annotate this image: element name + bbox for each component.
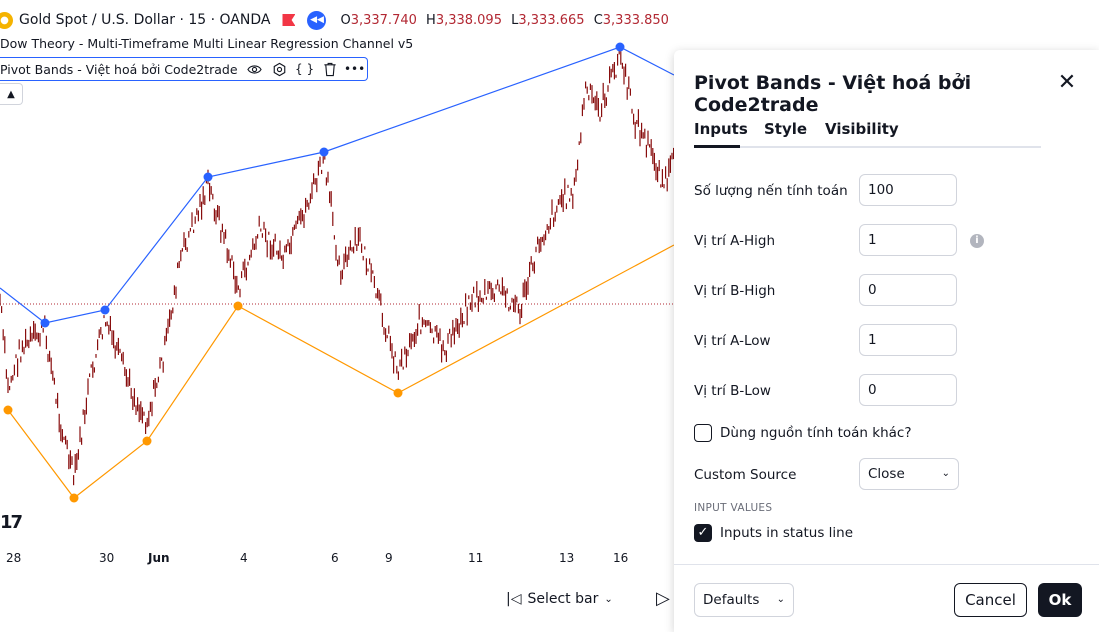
replay-icon[interactable]: ◀◀ xyxy=(307,10,327,30)
dialog-title: Pivot Bands - Việt hoá bởi Code2trade xyxy=(694,72,972,116)
gold-coin-icon: ● xyxy=(0,11,13,29)
tab-style[interactable]: Style xyxy=(764,120,808,138)
trash-icon[interactable] xyxy=(322,61,338,77)
status-line-label[interactable]: Inputs in status line xyxy=(720,525,854,541)
xaxis-label: 6 xyxy=(331,551,339,565)
xaxis-label: 30 xyxy=(99,551,115,565)
chevron-down-icon: ⌄ xyxy=(941,468,950,479)
xaxis-label: 11 xyxy=(468,551,484,565)
tab-inputs[interactable]: Inputs xyxy=(694,120,748,138)
field-label-b-low: Vị trí B-Low xyxy=(694,383,771,399)
info-icon[interactable]: i xyxy=(970,234,984,248)
input-values-section-header: INPUT VALUES xyxy=(694,502,773,514)
lower-pivot-points xyxy=(3,301,403,503)
xaxis-label: 4 xyxy=(240,551,248,565)
xaxis-label: Jun xyxy=(148,551,170,565)
field-label-a-low: Vị trí A-Low xyxy=(694,333,771,349)
xaxis-label: 28 xyxy=(6,551,22,565)
custom-source-select[interactable]: Close ⌄ xyxy=(859,458,959,490)
indicator-legend-dow-theory[interactable]: Dow Theory - Multi-Timeframe Multi Linea… xyxy=(0,36,414,51)
ohlc-values: O3,337.740 H3,338.095 L3,333.665 C3,333.… xyxy=(340,12,669,28)
indicator-settings-dialog: Pivot Bands - Việt hoá bởi Code2trade ✕ … xyxy=(674,50,1099,632)
field-label-b-high: Vị trí B-High xyxy=(694,283,776,299)
select-bar-button[interactable]: |◁ Select bar ⌄ xyxy=(506,588,613,610)
candlestick-series xyxy=(0,49,675,486)
defaults-dropdown[interactable]: Defaults ⌄ xyxy=(694,583,794,617)
source-code-icon[interactable]: { } xyxy=(295,62,315,76)
xaxis-label: 13 xyxy=(559,551,575,565)
eye-icon[interactable] xyxy=(247,61,263,77)
ok-button[interactable]: Ok xyxy=(1038,583,1082,617)
chevron-down-icon: ⌄ xyxy=(604,593,613,605)
select-bar-icon: |◁ xyxy=(506,591,522,607)
footer-divider xyxy=(674,564,1099,565)
settings-gear-icon[interactable] xyxy=(272,61,288,77)
a-high-input[interactable]: 1 xyxy=(859,224,957,256)
tab-visibility[interactable]: Visibility xyxy=(825,120,899,138)
play-icon[interactable]: ▷ xyxy=(656,588,670,609)
lower-pivot-band xyxy=(7,244,675,499)
indicator-legend-pivot-bands[interactable]: Pivot Bands - Việt hoá bởi Code2trade { … xyxy=(0,57,368,81)
custom-source-value: Close xyxy=(868,466,905,482)
more-icon[interactable]: ••• xyxy=(343,62,366,76)
symbol-title[interactable]: Gold Spot / U.S. Dollar · 15 · OANDA xyxy=(19,12,271,28)
xaxis-label: 16 xyxy=(613,551,629,565)
flag-icon[interactable] xyxy=(282,14,296,26)
alt-source-checkbox[interactable] xyxy=(694,424,712,442)
active-tab-indicator xyxy=(694,145,740,148)
cancel-button[interactable]: Cancel xyxy=(954,583,1027,617)
select-bar-label: Select bar xyxy=(527,591,599,607)
collapse-legend-chevron-up-icon[interactable]: ▲ xyxy=(0,83,23,105)
a-low-input[interactable]: 1 xyxy=(859,324,957,356)
candle-count-input[interactable]: 100 xyxy=(859,174,957,206)
xaxis-label: 9 xyxy=(385,551,393,565)
upper-pivot-band xyxy=(0,46,675,324)
indicator-name[interactable]: Pivot Bands - Việt hoá bởi Code2trade xyxy=(0,61,238,77)
alt-source-label[interactable]: Dùng nguồn tính toán khác? xyxy=(720,425,912,441)
field-label-a-high: Vị trí A-High xyxy=(694,233,775,249)
close-icon[interactable]: ✕ xyxy=(1057,70,1077,95)
field-label-candle-count: Số lượng nến tính toán xyxy=(694,183,848,199)
custom-source-label: Custom Source xyxy=(694,467,797,483)
status-line-checkbox[interactable]: ✓ xyxy=(694,524,712,542)
b-high-input[interactable]: 0 xyxy=(859,274,957,306)
symbol-legend[interactable]: ● Gold Spot / U.S. Dollar · 15 · OANDA ◀… xyxy=(0,10,674,30)
b-low-input[interactable]: 0 xyxy=(859,374,957,406)
tradingview-logo: 17 xyxy=(0,512,23,533)
defaults-label: Defaults xyxy=(703,592,760,608)
chevron-down-icon: ⌄ xyxy=(776,594,785,605)
tab-divider xyxy=(694,146,1041,148)
upper-pivot-points xyxy=(40,42,625,328)
